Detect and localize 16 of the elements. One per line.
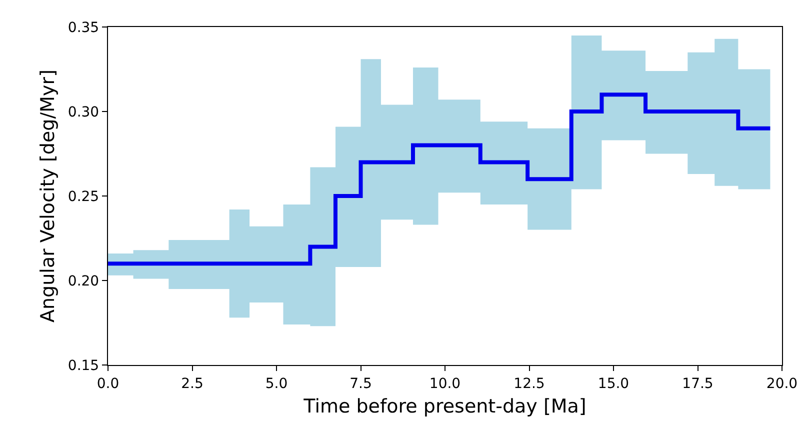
y-axis-title: Angular Velocity [deg/Myr]: [36, 70, 59, 322]
x-tick-label: 5.0: [265, 376, 288, 392]
x-tick-label: 0.0: [96, 376, 120, 392]
y-tick-label: 0.20: [68, 273, 100, 290]
x-axis-title: Time before present-day [Ma]: [302, 396, 586, 418]
y-tick-label: 0.25: [68, 188, 100, 205]
x-tick-label: 15.0: [598, 376, 630, 392]
x-tick-label: 20.0: [766, 376, 798, 392]
x-tick-label: 7.5: [350, 376, 372, 392]
x-tick-label: 12.5: [514, 376, 545, 392]
x-tick-label: 17.5: [682, 376, 714, 392]
y-tick-label: 0.15: [68, 358, 100, 374]
y-tick-label: 0.35: [68, 20, 100, 36]
x-tick-label: 10.0: [429, 376, 461, 392]
y-tick-label: 0.30: [68, 104, 100, 120]
x-tick-label: 2.5: [181, 376, 204, 392]
